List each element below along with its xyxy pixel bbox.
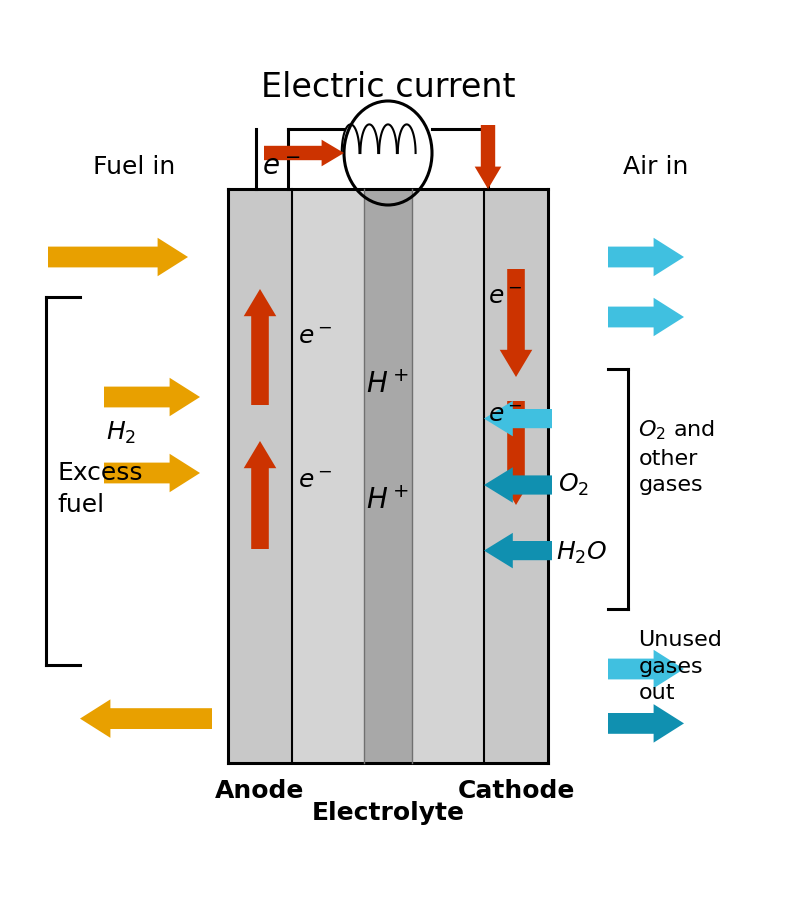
Text: $H_2O$: $H_2O$ [556, 540, 607, 566]
Text: $e^-$: $e^-$ [298, 469, 333, 493]
Text: Electrolyte: Electrolyte [311, 801, 465, 825]
FancyArrow shape [244, 289, 276, 405]
Bar [228, 189, 292, 762]
Text: $e^-$: $e^-$ [488, 403, 522, 427]
Text: Anode: Anode [215, 779, 305, 803]
FancyArrow shape [608, 704, 684, 743]
FancyArrow shape [500, 269, 532, 377]
FancyArrow shape [244, 441, 276, 549]
Bar [364, 189, 412, 762]
Text: $e^-$: $e^-$ [298, 325, 333, 349]
Text: Electric current: Electric current [261, 71, 515, 103]
Text: $O_2$: $O_2$ [558, 472, 589, 498]
Text: $e^-$: $e^-$ [488, 285, 522, 309]
Text: $e^-$: $e^-$ [262, 153, 301, 181]
Text: $H^+$: $H^+$ [366, 371, 410, 399]
FancyArrow shape [608, 650, 684, 688]
Text: $O_2$ and
other
gases: $O_2$ and other gases [638, 418, 715, 495]
Text: Excess
fuel: Excess fuel [58, 462, 143, 517]
FancyArrow shape [474, 125, 502, 189]
Bar [412, 189, 484, 762]
Text: $H_2$: $H_2$ [106, 420, 136, 446]
FancyArrow shape [484, 533, 552, 568]
Bar [484, 189, 548, 762]
FancyArrow shape [264, 140, 344, 166]
FancyArrow shape [608, 298, 684, 336]
FancyArrow shape [484, 467, 552, 503]
Text: Air in: Air in [623, 154, 689, 179]
Text: $H^+$: $H^+$ [366, 487, 410, 515]
Text: Cathode: Cathode [458, 779, 574, 803]
FancyArrow shape [104, 453, 200, 492]
FancyArrow shape [484, 401, 552, 436]
Text: Unused
gases
out: Unused gases out [638, 630, 722, 703]
FancyArrow shape [48, 238, 188, 277]
FancyArrow shape [104, 378, 200, 417]
FancyArrow shape [80, 700, 212, 738]
FancyArrow shape [608, 238, 684, 277]
Bar [292, 189, 364, 762]
Text: Fuel in: Fuel in [94, 154, 175, 179]
FancyArrow shape [500, 401, 532, 505]
